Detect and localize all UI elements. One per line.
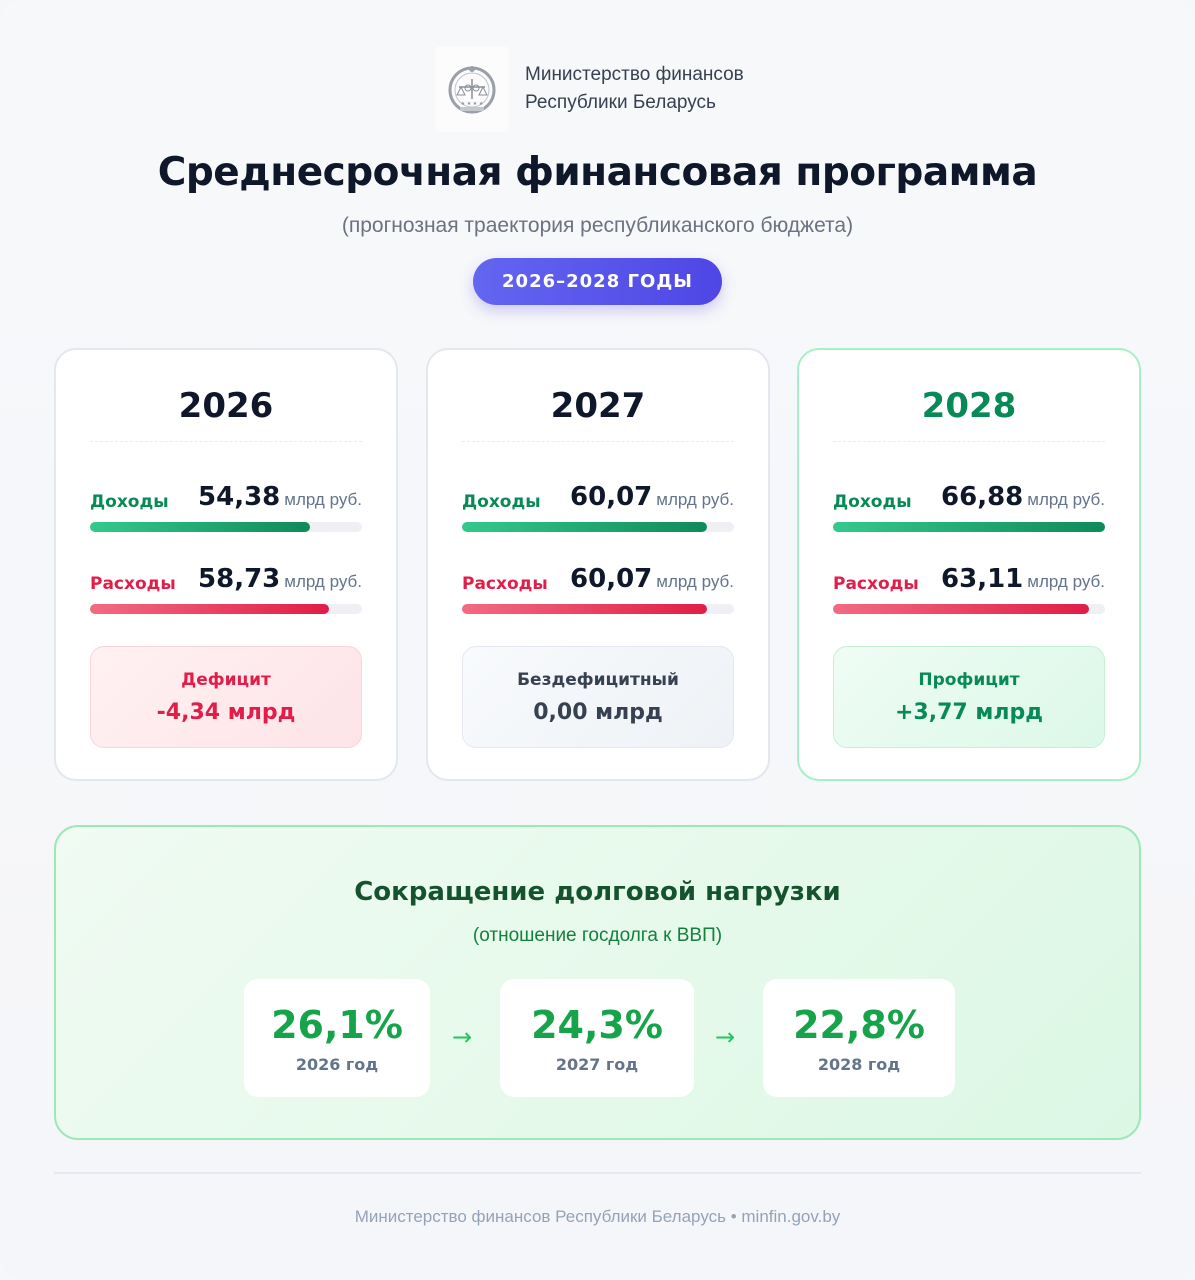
income-value: 66,88 млрд руб.: [941, 482, 1105, 512]
debt-title: Сокращение долговой нагрузки: [354, 877, 841, 907]
year-card-2026: 2026 Доходы 54,38 млрд руб. Расходы 58,73…: [54, 348, 398, 781]
debt-trajectory: 26,1% 2026 год → 24,3% 2027 год → 22,8% …: [56, 979, 1139, 1097]
ministry-name-line1: Министерство финансов: [525, 64, 744, 85]
balance-label: Профицит: [918, 669, 1020, 690]
deficit-box: Дефицит -4,34 млрд: [90, 646, 362, 748]
expense-amount: 58,73: [198, 564, 281, 594]
brand-header: ★ ★ ★ ★ Министерство финансов Республики…: [435, 46, 744, 132]
income-unit: млрд руб.: [656, 490, 734, 509]
debt-box-2026: 26,1% 2026 год: [244, 979, 430, 1097]
income-metric: Доходы 60,07 млрд руб.: [462, 482, 734, 532]
expense-value: 63,11 млрд руб.: [941, 564, 1105, 594]
expense-amount: 60,07: [570, 564, 653, 594]
ministry-name-line2: Республики Беларусь: [525, 92, 716, 113]
income-unit: млрд руб.: [284, 490, 362, 509]
income-bar-track: [462, 522, 734, 532]
expense-label: Расходы: [462, 574, 548, 594]
period-badge: 2026–2028 ГОДЫ: [473, 258, 722, 305]
page-subtitle: (прогнозная траектория республиканского …: [341, 214, 854, 237]
income-label: Доходы: [833, 492, 912, 512]
income-amount: 60,07: [570, 482, 653, 512]
income-bar-fill: [90, 522, 311, 532]
footer-text: Министерство финансов Республики Беларус…: [354, 1207, 841, 1226]
expense-label: Расходы: [90, 574, 176, 594]
debt-reduction-panel: Сокращение долговой нагрузки (отношение …: [54, 825, 1141, 1140]
expense-bar-track: [90, 604, 362, 614]
income-bar-fill: [462, 522, 707, 532]
ministry-name: Министерство финансов Республики Беларус…: [525, 61, 744, 117]
debt-percent: 24,3%: [531, 1002, 663, 1047]
income-metric: Доходы 54,38 млрд руб.: [90, 482, 362, 532]
income-unit: млрд руб.: [1027, 490, 1105, 509]
expense-value: 60,07 млрд руб.: [570, 564, 734, 594]
debt-year: 2028 год: [817, 1054, 901, 1074]
card-year: 2028: [921, 386, 1017, 426]
balance-label: Дефицит: [181, 669, 271, 690]
card-divider: [833, 441, 1105, 442]
debt-box-2028: 22,8% 2028 год: [763, 979, 955, 1097]
expense-unit: млрд руб.: [656, 572, 734, 591]
expense-label: Расходы: [833, 574, 919, 594]
ministry-emblem-icon: ★ ★ ★ ★: [435, 46, 509, 132]
income-value: 54,38 млрд руб.: [198, 482, 362, 512]
year-card-2027: 2027 Доходы 60,07 млрд руб. Расходы 60,07…: [426, 348, 770, 781]
expense-bar-track: [833, 604, 1105, 614]
card-divider: [90, 441, 362, 442]
debt-percent: 26,1%: [271, 1002, 403, 1047]
arrow-right-icon: →: [715, 1023, 736, 1051]
svg-text:★ ★ ★ ★: ★ ★ ★ ★: [461, 101, 484, 107]
income-bar-fill: [833, 522, 1105, 532]
year-card-2028: 2028 Доходы 66,88 млрд руб. Расходы 63,11…: [797, 348, 1141, 781]
expense-bar-track: [462, 604, 734, 614]
expense-unit: млрд руб.: [1027, 572, 1105, 591]
page-title: Среднесрочная финансовая программа: [157, 150, 1038, 195]
balance-value: 0,00 млрд: [533, 699, 663, 725]
income-amount: 54,38: [198, 482, 281, 512]
balance-value: +3,77 млрд: [895, 699, 1043, 725]
income-value: 60,07 млрд руб.: [570, 482, 734, 512]
card-year: 2027: [550, 386, 646, 426]
expense-value: 58,73 млрд руб.: [198, 564, 362, 594]
expense-bar-fill: [462, 604, 707, 614]
expense-bar-fill: [90, 604, 330, 614]
footer-divider: [54, 1172, 1141, 1174]
income-label: Доходы: [462, 492, 541, 512]
debt-year: 2026 год: [295, 1054, 379, 1074]
expense-amount: 63,11: [941, 564, 1024, 594]
arrow-right-icon: →: [452, 1023, 473, 1051]
debt-year: 2027 год: [555, 1054, 639, 1074]
balance-label: Бездефицитный: [517, 669, 679, 690]
expense-metric: Расходы 58,73 млрд руб.: [90, 564, 362, 614]
debt-percent: 22,8%: [793, 1002, 925, 1047]
expense-unit: млрд руб.: [284, 572, 362, 591]
income-bar-track: [833, 522, 1105, 532]
income-label: Доходы: [90, 492, 169, 512]
balanced-box: Бездефицитный 0,00 млрд: [462, 646, 734, 748]
card-divider: [462, 441, 734, 442]
expense-metric: Расходы 63,11 млрд руб.: [833, 564, 1105, 614]
card-year: 2026: [178, 386, 274, 426]
income-bar-track: [90, 522, 362, 532]
income-amount: 66,88: [941, 482, 1024, 512]
balance-value: -4,34 млрд: [156, 699, 296, 725]
debt-subtitle: (отношение госдолга к ВВП): [472, 925, 723, 946]
income-metric: Доходы 66,88 млрд руб.: [833, 482, 1105, 532]
expense-metric: Расходы 60,07 млрд руб.: [462, 564, 734, 614]
surplus-box: Профицит +3,77 млрд: [833, 646, 1105, 748]
expense-bar-fill: [833, 604, 1089, 614]
debt-box-2027: 24,3% 2027 год: [500, 979, 694, 1097]
